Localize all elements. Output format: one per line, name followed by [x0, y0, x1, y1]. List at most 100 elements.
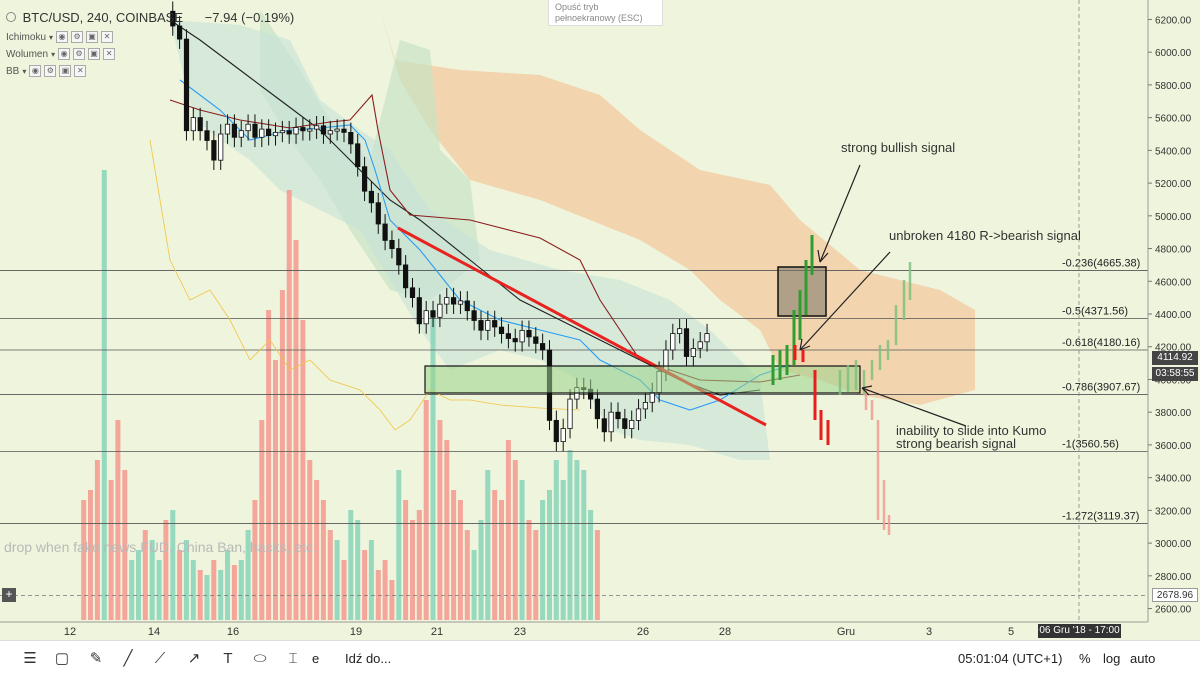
candle-body — [512, 338, 518, 343]
tool-overflow[interactable]: e — [312, 651, 320, 666]
bottom-toolbar: ☰ ▢ ✎ ╱ ⟋ ↗ T ⬭ ⌶ e Idź do... 05:01:04 (… — [0, 640, 1200, 676]
candle-body — [245, 123, 251, 132]
volume-bar — [183, 540, 189, 620]
gear-icon[interactable]: ⚙ — [73, 48, 86, 60]
candle-body — [450, 297, 457, 305]
volume-bar — [574, 460, 580, 620]
eye-icon[interactable]: ◉ — [56, 31, 69, 43]
text-icon[interactable]: T — [223, 650, 233, 667]
price-tick-label: 3600.00 — [1155, 441, 1192, 452]
price-tick-label: 5800.00 — [1155, 81, 1192, 92]
auto-toggle[interactable]: auto — [1130, 651, 1156, 666]
brush-icon[interactable]: ✎ — [89, 650, 103, 667]
gear-icon[interactable]: ⚙ — [44, 65, 57, 77]
chevron-down-icon[interactable]: ▾ — [49, 32, 54, 42]
volume-bar — [499, 500, 504, 620]
price-tick-label: 3000.00 — [1155, 539, 1192, 550]
candle-body — [389, 239, 395, 249]
candle-body — [505, 333, 512, 339]
indicator-ichimoku[interactable]: Ichimoku ▾ ◉ ⚙ ▣ ✕ — [6, 31, 114, 43]
price-tick-label: 4800.00 — [1155, 245, 1192, 256]
volume-bar — [218, 570, 224, 620]
volume-bar — [307, 460, 313, 620]
volume-bar — [177, 550, 183, 620]
candle-body — [670, 333, 676, 351]
volume-bar — [238, 560, 244, 620]
volume-bar — [231, 565, 237, 620]
fib-label: -1.272(3119.37) — [1062, 511, 1139, 523]
line-icon[interactable]: ╱ — [123, 650, 133, 667]
volume-bar — [293, 240, 299, 620]
volume-bar — [560, 480, 566, 620]
code-icon[interactable]: ▣ — [86, 31, 99, 43]
volume-bar — [581, 470, 587, 620]
volume-bar — [88, 490, 93, 620]
clock-display[interactable]: 05:01:04 (UTC+1) — [958, 651, 1063, 666]
candle-body — [204, 130, 210, 141]
candle-body — [635, 408, 642, 421]
indicator-bb[interactable]: BB ▾ ◉ ⚙ ▣ ✕ — [6, 65, 87, 77]
annotations: strong bullish signal unbroken 4180 R->be… — [4, 140, 1081, 555]
candle-body — [690, 347, 696, 357]
price-chart[interactable]: -0.236(4665.38) -0.5(4371.56) -0.618(4180.… — [0, 0, 1200, 640]
annotation-text: unbroken 4180 R->bearish signal — [889, 228, 1081, 243]
indicator-label: BB — [6, 65, 20, 77]
eye-icon[interactable]: ◉ — [58, 48, 71, 60]
candle-body — [252, 123, 258, 138]
code-icon[interactable]: ▣ — [88, 48, 101, 60]
candle-body — [265, 128, 272, 137]
candle-body — [416, 297, 422, 325]
candles — [170, 1, 710, 452]
close-icon[interactable]: ✕ — [101, 31, 114, 43]
user-drawings[interactable] — [397, 226, 912, 535]
fib-label: -0.5(4371.56) — [1062, 306, 1128, 318]
volume-bar — [362, 550, 368, 620]
goto-date-button[interactable]: Idź do... — [345, 651, 392, 666]
fullscreen-exit-hint[interactable]: Opuść tryb pełnoekranowy (ESC) — [548, 0, 663, 26]
close-icon[interactable]: ✕ — [103, 48, 116, 60]
log-toggle[interactable]: log — [1103, 651, 1121, 666]
volume-bar — [266, 310, 272, 620]
symbol-legend: BTC/USD, 240, COINBASE −7.94 (−0.19%) — [6, 10, 294, 25]
candle-body — [396, 248, 402, 266]
date-tick-label: 5 — [1008, 626, 1014, 638]
eye-icon[interactable]: ◉ — [29, 65, 42, 77]
resistance-box-rectangle — [777, 266, 827, 317]
candle-body — [190, 117, 196, 132]
arrow-bullish-signal — [819, 164, 861, 263]
volume-bar — [142, 530, 148, 620]
volume-bar — [567, 450, 573, 620]
close-icon[interactable]: ✕ — [74, 65, 87, 77]
arrowhead — [817, 249, 829, 263]
candle-body — [341, 128, 347, 133]
indicator-volume[interactable]: Wolumen ▾ ◉ ⚙ ▣ ✕ — [6, 48, 116, 60]
current-price-tag: 4114.92 — [1152, 351, 1198, 365]
ellipse-icon[interactable]: ⬭ — [253, 650, 267, 667]
code-icon[interactable]: ▣ — [59, 65, 72, 77]
trend-lines-icon[interactable]: ☰ — [23, 650, 37, 667]
dashed-level-tag: 2678.96 — [1152, 588, 1198, 602]
candle-body — [677, 328, 683, 335]
chevron-down-icon[interactable]: ▾ — [22, 66, 27, 76]
chevron-down-icon[interactable]: ▾ — [51, 49, 56, 59]
gear-icon[interactable]: ⚙ — [71, 31, 84, 43]
rectangle-icon[interactable]: ▢ — [54, 650, 70, 667]
date-tick-label: 21 — [431, 626, 443, 638]
volume-bars — [81, 170, 600, 620]
candle-body — [348, 131, 354, 145]
hint-line: pełnoekranowy (ESC) — [555, 13, 643, 23]
volume-bar — [94, 460, 100, 620]
volume-bar — [327, 530, 333, 620]
candle-body — [382, 223, 388, 241]
percent-toggle[interactable]: % — [1079, 651, 1091, 666]
volume-bar — [273, 360, 278, 620]
crosshair-date-label: 06 Gru '18 - 17:00 — [1038, 624, 1121, 638]
candle-body — [327, 130, 333, 135]
ray-icon[interactable]: ↗ — [187, 650, 201, 667]
measure-icon[interactable]: ⌶ — [288, 650, 298, 667]
path-icon[interactable]: ⟋ — [154, 650, 166, 667]
plus-icon[interactable]: + — [2, 588, 16, 602]
date-tick-label: 28 — [719, 626, 731, 638]
volume-bar — [149, 540, 155, 620]
fib-label: -0.236(4665.38) — [1062, 258, 1140, 270]
